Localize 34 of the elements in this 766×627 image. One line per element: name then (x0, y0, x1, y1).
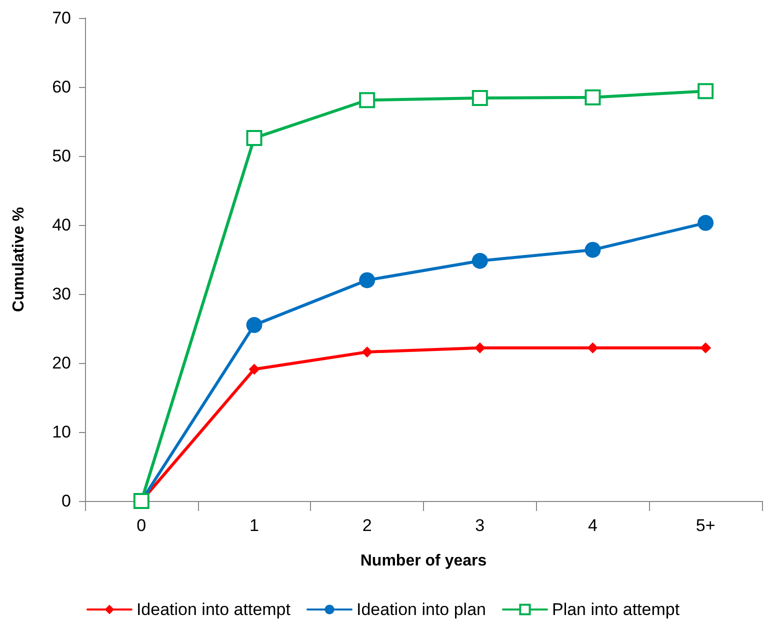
point (698, 83, 714, 100)
y-tick-label: 50 (52, 146, 71, 166)
y-axis-title: Cumulative % (10, 207, 28, 312)
legend-label: Ideation into attempt (136, 600, 291, 619)
point (587, 342, 598, 354)
y-tick-label: 70 (52, 8, 71, 28)
x-tick-label: 1 (250, 516, 259, 535)
point (359, 272, 376, 288)
legend-label: Plan into attempt (552, 600, 680, 619)
x-tick-label: 2 (362, 516, 372, 535)
point (246, 317, 262, 334)
y-tick-label: 40 (52, 216, 71, 234)
y-tick-label: 10 (52, 422, 71, 442)
x-tick-label: 5+ (696, 516, 716, 535)
x-axis-title: Number of years (360, 552, 487, 570)
point (472, 90, 488, 106)
y-tick-label: 20 (52, 354, 71, 372)
y-tick-label: 30 (52, 284, 71, 304)
point (474, 342, 486, 354)
x-tick-label: 4 (588, 516, 598, 535)
point (359, 92, 376, 108)
point (700, 342, 712, 354)
y-tick-label: 0 (62, 492, 71, 510)
point (472, 252, 488, 269)
point (362, 346, 373, 358)
legend-label: Ideation into plan (356, 600, 486, 619)
point (248, 364, 260, 375)
point (698, 214, 714, 231)
x-tick-label: 3 (475, 516, 485, 535)
point (584, 89, 601, 106)
point (246, 130, 262, 146)
x-tick-label: 0 (136, 516, 146, 535)
y-tick-label: 60 (52, 78, 71, 96)
point (584, 242, 601, 258)
